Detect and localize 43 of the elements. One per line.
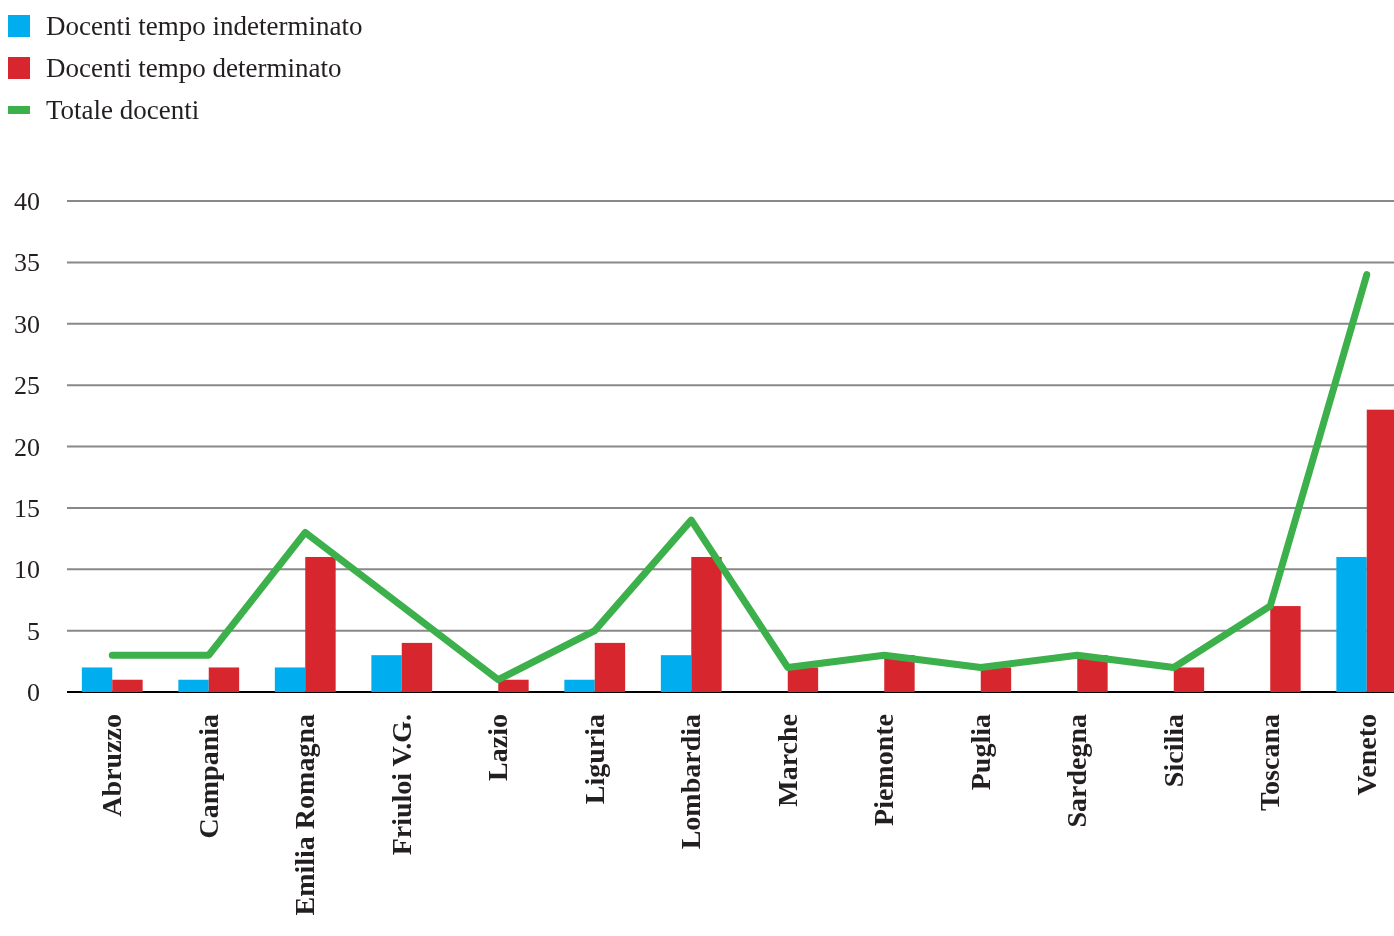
y-tick-label: 0 xyxy=(27,678,40,708)
y-tick-label: 35 xyxy=(14,248,40,278)
bar xyxy=(81,667,113,692)
legend-label: Docenti tempo indeterminato xyxy=(46,11,363,42)
y-tick-label: 20 xyxy=(14,432,40,462)
x-tick-label: Sardegna xyxy=(1061,714,1093,828)
x-tick-label: Marche xyxy=(771,714,803,807)
bar xyxy=(371,655,402,692)
bar xyxy=(660,655,692,692)
bar xyxy=(178,679,209,692)
y-tick-label: 10 xyxy=(14,555,40,585)
bar xyxy=(564,679,595,692)
bar xyxy=(112,679,143,692)
bar xyxy=(401,642,433,692)
legend-label: Totale docenti xyxy=(46,95,200,126)
bar xyxy=(1270,606,1301,692)
x-tick-label: Liguria xyxy=(578,714,610,805)
bar xyxy=(594,642,626,692)
bar xyxy=(274,667,306,692)
y-tick-label: 30 xyxy=(14,309,40,339)
x-tick-label: Lombardia xyxy=(675,714,707,850)
y-tick-label: 15 xyxy=(14,493,40,523)
bar xyxy=(787,667,819,692)
x-tick-label: Campania xyxy=(192,714,224,839)
y-tick-label: 25 xyxy=(14,371,40,401)
x-tick-label: Emilia Romagna xyxy=(289,714,321,916)
x-tick-label: Sicilia xyxy=(1157,714,1189,788)
x-tick-label: Abruzzo xyxy=(96,714,128,817)
x-tick-label: Veneto xyxy=(1350,714,1382,796)
y-tick-label: 40 xyxy=(14,187,40,217)
legend-label: Docenti tempo determinato xyxy=(46,53,342,84)
bar xyxy=(691,556,722,692)
bar xyxy=(1173,667,1205,692)
bar xyxy=(208,667,240,692)
x-tick-label: Piemonte xyxy=(868,714,900,826)
x-tick-label: Puglia xyxy=(964,714,996,791)
bar xyxy=(498,679,529,692)
bar xyxy=(980,667,1012,692)
y-tick-label: 5 xyxy=(27,616,40,646)
bar xyxy=(305,556,336,692)
x-tick-label: Lazio xyxy=(482,714,514,781)
x-tick-label: Friuloi V.G. xyxy=(385,714,417,856)
x-tick-label: Toscana xyxy=(1254,714,1286,812)
